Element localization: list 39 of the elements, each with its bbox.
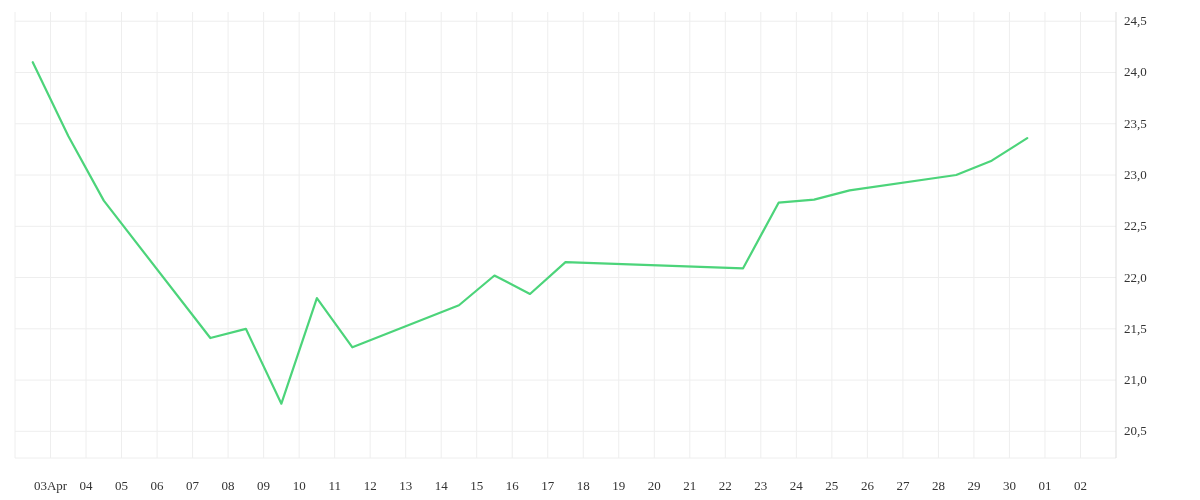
x-tick-label: 19 xyxy=(612,478,626,493)
y-tick-label: 22,0 xyxy=(1124,269,1147,285)
x-tick-label: 17 xyxy=(541,478,555,493)
x-tick-label: 18 xyxy=(576,478,590,493)
x-tick-label: 21 xyxy=(683,478,697,493)
y-tick-label: 24,0 xyxy=(1124,64,1147,80)
x-tick-label: 12 xyxy=(363,478,377,493)
x-tick-label: 01 xyxy=(1038,478,1052,493)
x-tick-label: 13 xyxy=(399,478,413,493)
y-tick-label: 24,5 xyxy=(1124,13,1147,29)
x-tick-label: 29 xyxy=(967,478,981,493)
x-tick-label: 30 xyxy=(1002,478,1016,493)
x-tick-label: 23 xyxy=(754,478,768,493)
y-tick-label: 22,5 xyxy=(1124,218,1147,234)
y-tick-label: 23,5 xyxy=(1124,115,1147,131)
x-tick-label: 20 xyxy=(647,478,661,493)
x-tick-label: 24 xyxy=(789,478,804,493)
x-tick-label: 08 xyxy=(221,478,235,493)
x-tick-label: 14 xyxy=(434,478,449,493)
x-tick-label: 03Apr xyxy=(33,478,68,493)
y-tick-label: 23,0 xyxy=(1124,167,1147,183)
x-tick-label: 09 xyxy=(257,478,271,493)
x-tick-label: 11 xyxy=(328,478,341,493)
y-tick-label: 21,0 xyxy=(1124,372,1147,388)
x-tick-label: 07 xyxy=(186,478,200,493)
x-tick-label: 22 xyxy=(718,478,732,493)
x-tick-label: 02 xyxy=(1073,478,1087,493)
x-tick-label: 26 xyxy=(860,478,875,493)
y-tick-label: 20,5 xyxy=(1124,423,1147,439)
x-tick-label: 10 xyxy=(292,478,306,493)
y-tick-label: 21,5 xyxy=(1124,320,1147,336)
x-tick-label: 27 xyxy=(896,478,910,493)
x-tick-label: 05 xyxy=(115,478,129,493)
x-tick-label: 25 xyxy=(825,478,839,493)
x-tick-label: 15 xyxy=(470,478,484,493)
x-tick-label: 16 xyxy=(505,478,520,493)
x-tick-label: 06 xyxy=(150,478,165,493)
x-tick-label: 04 xyxy=(79,478,94,493)
x-tick-label: 28 xyxy=(931,478,945,493)
